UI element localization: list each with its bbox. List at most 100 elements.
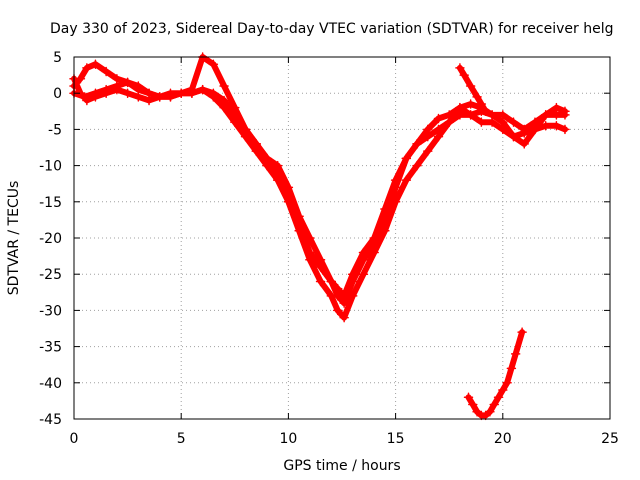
series-3-point bbox=[294, 218, 304, 229]
series-3-point bbox=[487, 110, 497, 120]
series-2-point bbox=[315, 276, 326, 287]
series-4-point bbox=[465, 81, 476, 91]
series-2-point bbox=[230, 117, 240, 127]
series-2-point bbox=[423, 146, 433, 156]
series-5-line bbox=[465, 329, 526, 419]
y-tick-labels: 5 0 -5 -10 -15 -20 -25 -30 -35 -40 -45 bbox=[39, 50, 62, 428]
series-2-point bbox=[79, 92, 90, 102]
series-2-point bbox=[90, 88, 101, 98]
series-2-point bbox=[519, 128, 529, 138]
series-3-point bbox=[240, 124, 251, 135]
series-2-point bbox=[208, 92, 219, 102]
series-3-point bbox=[412, 139, 422, 149]
series-3-point bbox=[144, 88, 154, 98]
series-3-point bbox=[390, 175, 401, 185]
series-3-point bbox=[369, 233, 379, 243]
series-5-point bbox=[498, 385, 508, 395]
series-3-point bbox=[112, 73, 122, 84]
series-3-point bbox=[187, 84, 197, 95]
series-3-point bbox=[551, 102, 562, 113]
series-2-point bbox=[412, 160, 422, 171]
series-3-point bbox=[176, 88, 186, 98]
x-tick-label: 25 bbox=[601, 431, 619, 447]
series-3-point bbox=[423, 124, 433, 135]
series-5-point bbox=[506, 363, 517, 374]
series-1-point bbox=[122, 88, 133, 98]
series-2-point bbox=[101, 84, 111, 95]
series-3-point bbox=[90, 59, 101, 69]
series-2-point bbox=[339, 312, 349, 323]
series-5-point bbox=[489, 399, 499, 410]
series-2-point bbox=[551, 121, 562, 131]
y-tick-label: 0 bbox=[53, 86, 62, 102]
series-3-point bbox=[332, 283, 343, 294]
series-2-point bbox=[380, 226, 390, 236]
series-2-point bbox=[326, 291, 337, 301]
y-tick-label: 5 bbox=[53, 50, 62, 66]
y-axis-label: SDTVAR / TECUs bbox=[6, 181, 22, 296]
series-2-point bbox=[476, 117, 487, 127]
series-4-point bbox=[480, 106, 491, 117]
x-tick-labels: 0 5 10 15 20 25 bbox=[70, 431, 619, 447]
x-tick-label: 10 bbox=[279, 431, 297, 447]
y-tick-label: -40 bbox=[39, 376, 62, 392]
series-3-point bbox=[339, 291, 349, 301]
series-2-point bbox=[197, 84, 208, 95]
series-4-point bbox=[459, 70, 469, 80]
series-3-point bbox=[508, 131, 519, 142]
series-3-point bbox=[498, 117, 508, 127]
series-3-point bbox=[401, 153, 412, 164]
series-5-point bbox=[468, 399, 478, 410]
series-5-point bbox=[480, 410, 491, 421]
series-2-point bbox=[369, 247, 379, 258]
series-3-point bbox=[251, 139, 261, 149]
series-5-point bbox=[472, 407, 482, 417]
series-3-point bbox=[455, 102, 465, 113]
series-3-point bbox=[82, 63, 92, 73]
series-3-point bbox=[208, 59, 219, 69]
series-3-point bbox=[315, 262, 326, 272]
series-3-point bbox=[380, 204, 390, 214]
series-3-point bbox=[519, 139, 529, 149]
x-tick-label: 5 bbox=[177, 431, 186, 447]
series-3-point bbox=[358, 247, 369, 258]
y-tick-label: -35 bbox=[39, 340, 62, 356]
series-3-point bbox=[540, 110, 551, 120]
series-5-point bbox=[493, 392, 504, 403]
series-3-point bbox=[465, 99, 476, 109]
series-2-point bbox=[540, 121, 551, 131]
series-3-point bbox=[262, 153, 272, 164]
y-tick-label: -15 bbox=[39, 195, 62, 211]
series-5-point bbox=[517, 327, 527, 337]
series-3-point bbox=[75, 73, 86, 84]
series-3-point bbox=[155, 92, 165, 102]
series-5-point bbox=[502, 378, 512, 388]
series-5-point bbox=[463, 392, 474, 403]
series-4-point bbox=[455, 63, 465, 73]
series-3-point bbox=[133, 81, 144, 91]
series-1-point bbox=[508, 117, 519, 127]
axis-ticks bbox=[73, 56, 611, 420]
series-3-point bbox=[326, 276, 337, 287]
x-tick-label: 0 bbox=[70, 431, 79, 447]
x-tick-label: 20 bbox=[494, 431, 512, 447]
series-2-point bbox=[332, 305, 343, 316]
series-2-point bbox=[390, 197, 401, 207]
series-2-point bbox=[347, 291, 358, 301]
series-4-point bbox=[472, 92, 482, 102]
grid-lines bbox=[74, 57, 610, 419]
x-tick-label: 15 bbox=[387, 431, 405, 447]
series-3-point bbox=[560, 106, 570, 117]
series-5-point bbox=[510, 349, 521, 359]
series-2-point bbox=[358, 269, 369, 279]
y-tick-label: -20 bbox=[39, 231, 62, 247]
series-3-point bbox=[283, 189, 294, 200]
y-tick-label: -25 bbox=[39, 267, 62, 283]
series-2-point bbox=[433, 131, 444, 142]
y-tick-label: -30 bbox=[39, 303, 62, 319]
series-4-point bbox=[476, 99, 487, 109]
series-3-point bbox=[165, 92, 176, 102]
y-tick-label: -45 bbox=[39, 412, 62, 428]
series-3-point bbox=[347, 269, 358, 279]
